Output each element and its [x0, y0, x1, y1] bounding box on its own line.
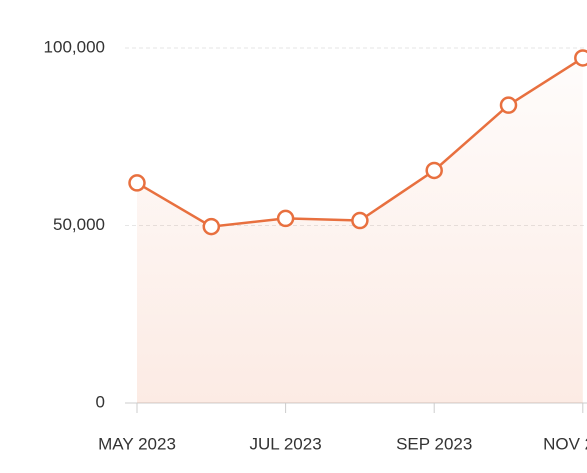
- y-tick-label: 100,000: [44, 37, 105, 56]
- y-tick-label: 0: [96, 392, 105, 411]
- y-tick-label: 50,000: [53, 215, 105, 234]
- x-tick-label: NOV 2023: [543, 434, 587, 453]
- point: [202, 217, 221, 236]
- point: [499, 96, 518, 114]
- area: [137, 57, 583, 403]
- x-tick-label: SEP 2023: [396, 434, 472, 453]
- x-tick-label: MAY 2023: [98, 434, 176, 453]
- point: [128, 174, 146, 192]
- point: [351, 211, 369, 230]
- point: [574, 49, 587, 67]
- point: [276, 209, 295, 228]
- point: [425, 161, 443, 180]
- x-tick-label: JUL 2023: [250, 434, 322, 453]
